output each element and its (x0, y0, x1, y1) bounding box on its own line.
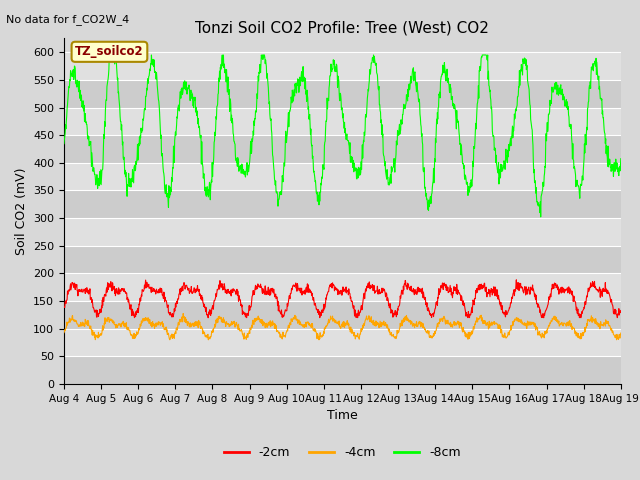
Bar (64, 163, 621, 191)
Bar (64, 301, 621, 329)
Bar (64, 80, 621, 108)
Text: TZ_soilco2: TZ_soilco2 (75, 45, 144, 58)
Bar (64, 356, 621, 384)
Bar (64, 218, 621, 246)
Bar (64, 274, 621, 301)
Bar (64, 329, 621, 356)
Title: Tonzi Soil CO2 Profile: Tree (West) CO2: Tonzi Soil CO2 Profile: Tree (West) CO2 (195, 21, 490, 36)
Legend: -2cm, -4cm, -8cm: -2cm, -4cm, -8cm (219, 441, 466, 464)
Bar (64, 135, 621, 163)
Text: No data for f_CO2W_4: No data for f_CO2W_4 (6, 14, 130, 25)
Y-axis label: Soil CO2 (mV): Soil CO2 (mV) (15, 168, 28, 255)
Bar (64, 191, 621, 218)
Bar (64, 52, 621, 80)
Bar (64, 246, 621, 274)
Bar (64, 108, 621, 135)
X-axis label: Time: Time (327, 409, 358, 422)
